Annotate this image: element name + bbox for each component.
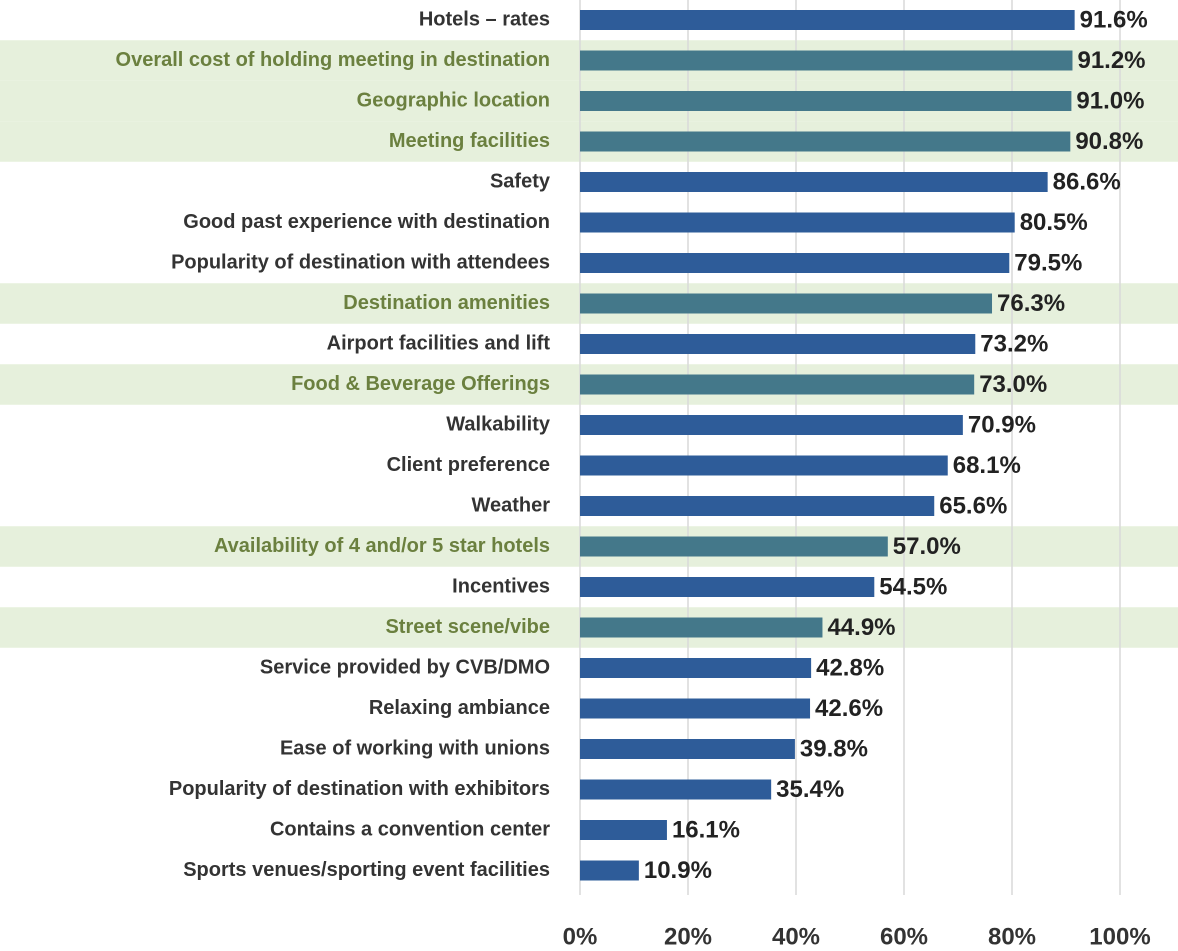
- y-tick-label: Good past experience with destination: [183, 211, 550, 233]
- bar: [580, 212, 1015, 233]
- bar: [580, 577, 875, 597]
- bar: [580, 10, 1075, 30]
- y-tick-label: Walkability: [446, 413, 551, 435]
- y-tick-label: Client preference: [387, 454, 550, 476]
- y-tick-label: Popularity of destination with attendees: [171, 251, 550, 273]
- bar: [580, 131, 1071, 152]
- x-tick-label: 80%: [988, 923, 1036, 950]
- x-tick-label: 20%: [664, 923, 712, 950]
- value-label: 57.0%: [893, 533, 961, 560]
- value-label: 73.2%: [980, 330, 1048, 357]
- bar: [580, 739, 795, 759]
- value-label: 76.3%: [997, 290, 1065, 317]
- value-label: 80.5%: [1020, 209, 1088, 236]
- bar: [580, 91, 1072, 111]
- y-tick-label: Hotels – rates: [419, 8, 550, 30]
- value-label: 65.6%: [939, 492, 1007, 519]
- value-label: 90.8%: [1075, 128, 1143, 155]
- value-label: 54.5%: [879, 573, 947, 600]
- bar: [580, 698, 811, 719]
- y-tick-label: Sports venues/sporting event facilities: [183, 859, 550, 881]
- x-tick-label: 60%: [880, 923, 928, 950]
- value-label: 86.6%: [1053, 168, 1121, 195]
- y-tick-label: Airport facilities and lift: [327, 332, 551, 354]
- value-label: 39.8%: [800, 735, 868, 762]
- bar: [580, 779, 772, 800]
- y-tick-label: Meeting facilities: [389, 130, 550, 152]
- bar: [580, 496, 935, 516]
- x-tick-label: 0%: [563, 923, 598, 950]
- y-tick-label: Service provided by CVB/DMO: [260, 656, 550, 678]
- value-label: 91.6%: [1080, 6, 1148, 33]
- y-tick-label: Geographic location: [357, 89, 550, 111]
- bar: [580, 415, 963, 435]
- value-label: 79.5%: [1014, 249, 1082, 276]
- y-tick-label: Contains a convention center: [270, 818, 550, 840]
- value-label: 16.1%: [672, 816, 740, 843]
- y-tick-label: Incentives: [452, 575, 550, 597]
- bar: [580, 50, 1073, 71]
- bar: [580, 820, 667, 840]
- y-tick-label: Relaxing ambiance: [369, 697, 550, 719]
- value-label: 42.6%: [815, 695, 883, 722]
- value-label: 10.9%: [644, 857, 712, 884]
- bar: [580, 172, 1048, 192]
- bar: [580, 253, 1010, 273]
- value-label: 68.1%: [953, 452, 1021, 479]
- y-tick-label: Safety: [490, 170, 551, 192]
- bar: [580, 293, 993, 314]
- y-tick-label: Food & Beverage Offerings: [291, 373, 550, 395]
- bar: [580, 658, 812, 678]
- value-label: 35.4%: [776, 776, 844, 803]
- bar: [580, 860, 639, 881]
- y-tick-label: Weather: [471, 494, 550, 516]
- y-tick-label: Street scene/vibe: [385, 616, 550, 638]
- y-tick-label: Popularity of destination with exhibitor…: [169, 778, 550, 800]
- y-tick-label: Ease of working with unions: [280, 737, 550, 759]
- bar: [580, 536, 888, 557]
- value-label: 42.8%: [816, 654, 884, 681]
- bar: [580, 455, 948, 476]
- x-tick-label: 40%: [772, 923, 820, 950]
- value-label: 44.9%: [827, 614, 895, 641]
- y-tick-label: Availability of 4 and/or 5 star hotels: [214, 535, 550, 557]
- bar: [580, 334, 976, 354]
- x-tick-label: 100%: [1089, 923, 1150, 950]
- value-label: 70.9%: [968, 411, 1036, 438]
- y-tick-label: Destination amenities: [343, 292, 550, 314]
- bar: [580, 374, 975, 395]
- value-label: 73.0%: [979, 371, 1047, 398]
- y-tick-label: Overall cost of holding meeting in desti…: [116, 49, 550, 71]
- value-label: 91.0%: [1076, 87, 1144, 114]
- value-label: 91.2%: [1077, 47, 1145, 74]
- bar: [580, 617, 823, 638]
